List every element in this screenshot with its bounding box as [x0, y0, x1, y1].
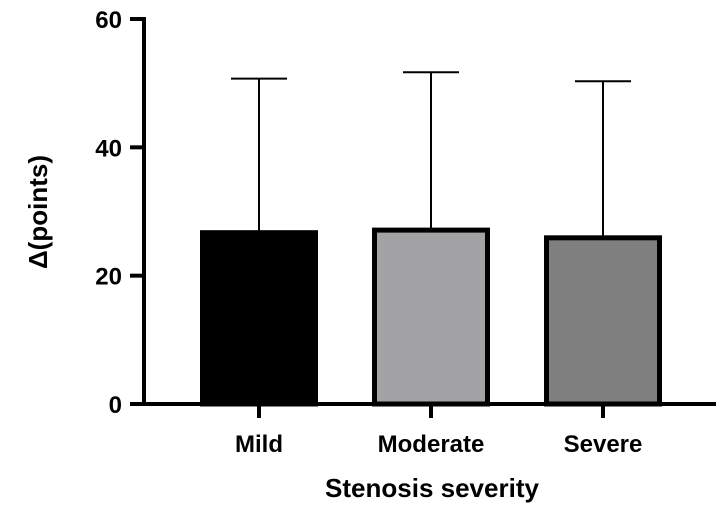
y-ticks: 0 20 40 60 — [95, 7, 144, 419]
x-tick-label: Moderate — [378, 431, 485, 458]
y-axis-title: Δ(points) — [23, 155, 53, 269]
bar-moderate — [372, 227, 490, 407]
error-bars-layer — [231, 71, 631, 238]
y-tick-label: 60 — [95, 7, 122, 34]
bar-severe — [544, 235, 662, 407]
y-tick-label: 40 — [95, 135, 122, 162]
y-tick-label: 20 — [95, 264, 122, 291]
bars-layer — [200, 227, 662, 407]
y-tick-label: 0 — [109, 392, 122, 419]
x-axis-title: Stenosis severity — [325, 473, 539, 503]
x-tick-label: Mild — [235, 431, 283, 458]
x-tick-label: Severe — [564, 431, 643, 458]
x-ticks: Mild Moderate Severe — [235, 404, 642, 458]
bar-mild — [200, 230, 318, 407]
